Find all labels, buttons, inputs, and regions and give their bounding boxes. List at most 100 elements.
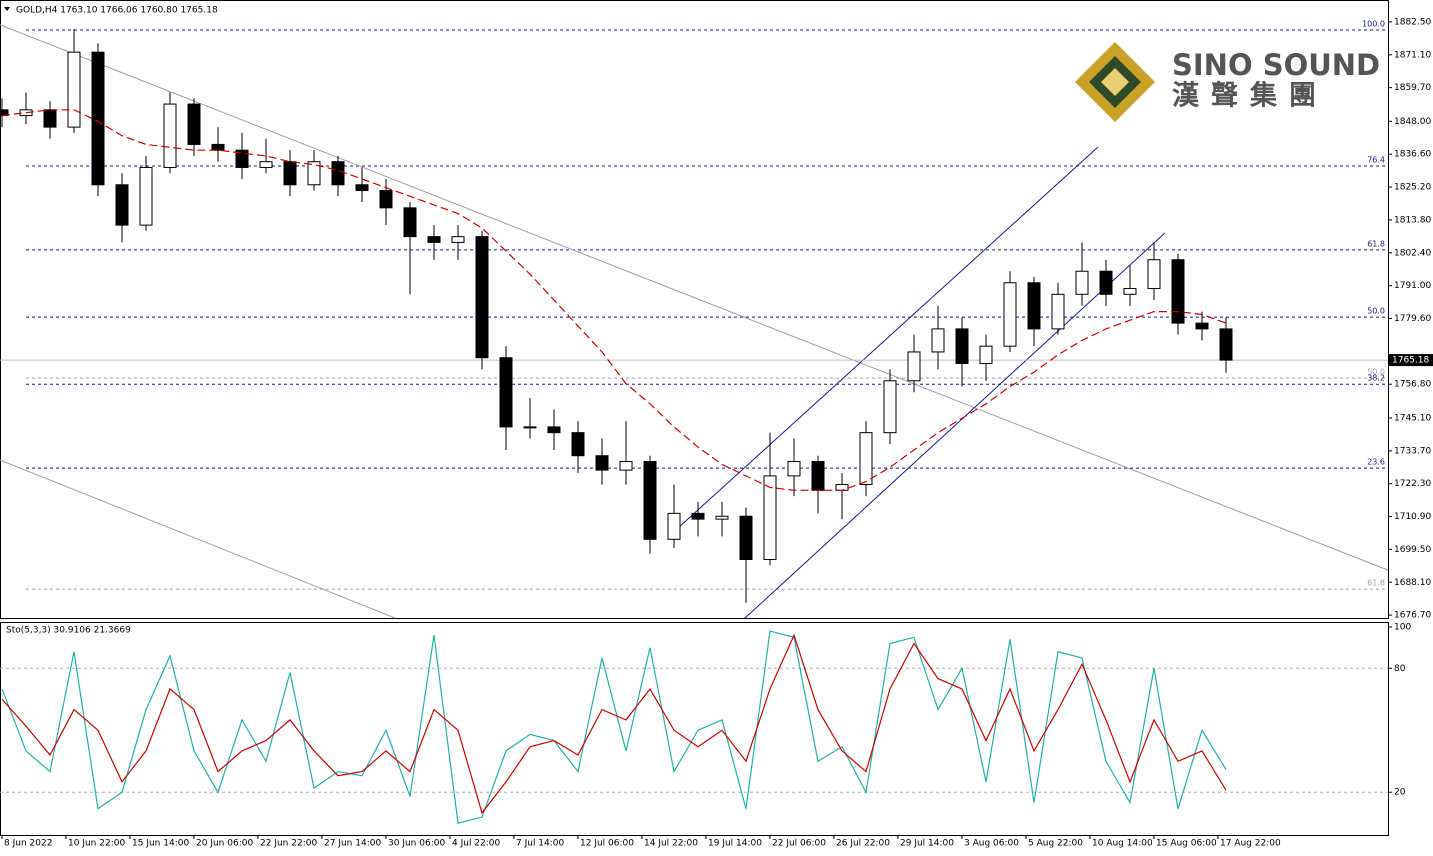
level-label: 61.8 xyxy=(1367,239,1385,248)
candle-body xyxy=(1171,259,1185,324)
x-tick-label: 26 Jul 22:00 xyxy=(836,839,890,849)
menu-icon xyxy=(4,7,10,11)
candle-body xyxy=(307,161,321,186)
candle-body xyxy=(1123,288,1137,295)
moving-average xyxy=(1,109,1227,491)
trendline xyxy=(669,146,1099,536)
y-tick-label: 1882.50 xyxy=(1394,17,1431,27)
y-tick-label: 1836.60 xyxy=(1394,150,1431,160)
y-tick-label: 1699.50 xyxy=(1394,545,1431,555)
logo-name: SINO SOUND xyxy=(1172,48,1380,82)
candle-body xyxy=(523,426,537,429)
candle-body xyxy=(331,161,345,186)
x-tick-label: 10 Jun 22:00 xyxy=(68,839,125,849)
candle-body xyxy=(163,103,177,168)
indicator-tick-label: 100 xyxy=(1394,622,1411,632)
candle-body xyxy=(883,380,897,434)
candle-body xyxy=(715,515,729,520)
candle-body xyxy=(907,351,921,382)
level-label: 76.4 xyxy=(1367,156,1385,165)
y-tick-label: 1688.10 xyxy=(1394,578,1431,588)
x-tick-label: 17 Aug 22:00 xyxy=(1220,839,1281,849)
trendline xyxy=(744,232,1166,619)
candle-body xyxy=(187,103,201,145)
trendline xyxy=(0,24,1389,571)
indicator-title: Sto(5,3,3) 30.9106 21.3669 xyxy=(6,626,131,636)
x-tick-label: 5 Aug 22:00 xyxy=(1028,839,1083,849)
candle-body xyxy=(283,161,297,186)
candle-body xyxy=(739,515,753,560)
x-tick-label: 20 Jun 06:00 xyxy=(196,839,253,849)
candle-body xyxy=(235,149,249,168)
candle-body xyxy=(427,236,441,243)
x-tick-label: 8 Jun 2022 xyxy=(4,839,52,849)
main-panel xyxy=(0,0,1389,619)
candle-body xyxy=(595,455,609,471)
x-tick-label: 4 Jul 22:00 xyxy=(452,839,501,849)
x-tick-label: 15 Aug 06:00 xyxy=(1156,839,1217,849)
candle-body xyxy=(43,109,57,128)
candle-body xyxy=(547,426,561,434)
trendline xyxy=(0,459,396,619)
x-tick-label: 15 Jun 14:00 xyxy=(132,839,189,849)
x-tick-label: 27 Jun 14:00 xyxy=(324,839,381,849)
candle-body xyxy=(811,460,825,491)
y-tick-label: 1859.70 xyxy=(1394,83,1431,93)
x-tick-label: 3 Aug 06:00 xyxy=(964,839,1019,849)
y-tick-label: 1733.70 xyxy=(1394,446,1431,456)
candle-body xyxy=(691,512,705,520)
candle-body xyxy=(499,357,513,428)
candle-body xyxy=(91,51,105,186)
last-price-label: 1765.18 xyxy=(1392,356,1429,366)
x-tick-label: 29 Jul 14:00 xyxy=(900,839,954,849)
candle-body xyxy=(619,460,633,471)
x-tick-label: 22 Jun 22:00 xyxy=(260,839,317,849)
candle-body xyxy=(1195,322,1209,330)
candle-body xyxy=(979,345,993,364)
indicator-tick-label: 20 xyxy=(1394,788,1406,798)
y-tick-label: 1825.20 xyxy=(1394,183,1431,193)
y-tick-label: 1745.10 xyxy=(1394,413,1431,423)
y-tick-label: 1710.90 xyxy=(1394,512,1431,522)
candle-body xyxy=(403,207,417,238)
level-label: 23.6 xyxy=(1367,458,1385,467)
y-tick-label: 1676.70 xyxy=(1394,611,1431,621)
x-tick-label: 22 Jul 06:00 xyxy=(772,839,826,849)
indicator-panel xyxy=(0,622,1389,836)
level-label: 100.0 xyxy=(1362,19,1385,28)
level-label: 50.0 xyxy=(1367,368,1385,377)
x-tick-label: 12 Jul 06:00 xyxy=(580,839,634,849)
candle-body xyxy=(355,184,369,192)
candle-body xyxy=(859,432,873,486)
candle-body xyxy=(931,328,945,353)
candle-body xyxy=(451,236,465,243)
level-label: 38.2 xyxy=(1367,374,1385,383)
candle-body xyxy=(667,512,681,540)
x-tick-label: 7 Jul 14:00 xyxy=(516,839,565,849)
candle-body xyxy=(643,460,657,540)
x-tick-label: 30 Jun 06:00 xyxy=(388,839,445,849)
x-tick-label: 19 Jul 14:00 xyxy=(708,839,762,849)
candle-body xyxy=(475,236,489,359)
candle-body xyxy=(67,51,81,128)
level-label: 61.8 xyxy=(1367,579,1385,588)
logo: SINO SOUND 漢聲集團 xyxy=(1075,42,1380,122)
candle-body xyxy=(211,143,225,151)
y-tick-label: 1848.00 xyxy=(1394,117,1431,127)
level-label: 50.0 xyxy=(1367,307,1385,316)
y-tick-label: 1722.30 xyxy=(1394,479,1431,489)
candle-body xyxy=(1219,328,1233,361)
logo-subtitle: 漢聲集團 xyxy=(1172,80,1328,112)
candle-body xyxy=(115,184,129,226)
candle-body xyxy=(1003,282,1017,347)
candle-body xyxy=(259,161,273,168)
candle-body xyxy=(1075,270,1089,295)
candle-body xyxy=(571,432,585,457)
candle-body xyxy=(1099,270,1113,295)
y-tick-label: 1813.80 xyxy=(1394,215,1431,225)
candle-body xyxy=(955,328,969,364)
indicator-line xyxy=(1,633,1227,815)
logo-mark xyxy=(1101,68,1129,96)
chart-title: GOLD,H4 1763.10 1766.06 1760.80 1765.18 xyxy=(16,6,218,16)
x-tick-label: 10 Aug 14:00 xyxy=(1092,839,1153,849)
